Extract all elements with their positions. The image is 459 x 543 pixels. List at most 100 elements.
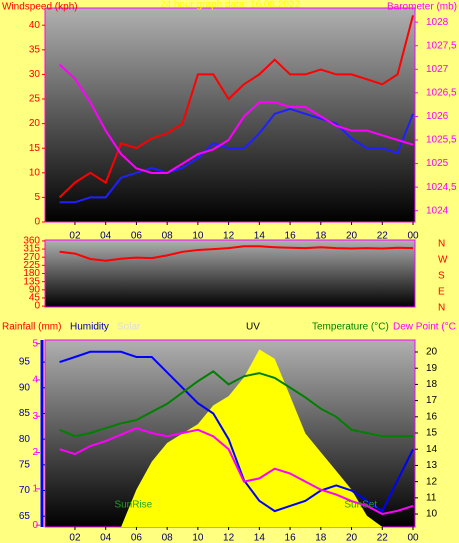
- y2-tick-label: 20: [426, 347, 438, 358]
- x-tick-label: 08: [162, 231, 174, 242]
- y2-tick-label: 13: [426, 460, 438, 471]
- y-tick-label: 70: [19, 485, 31, 496]
- axis-label: Temperature (°C): [312, 322, 389, 333]
- y-tick-label: 315: [23, 244, 40, 255]
- y-tick-label: 40: [29, 20, 41, 31]
- x-tick-label: 04: [100, 231, 112, 242]
- x-tick-label: 18: [315, 533, 327, 543]
- y-tick-label: 25: [29, 94, 41, 105]
- y2-tick-label: 1027,5: [426, 40, 457, 51]
- y-tick-label: 360: [23, 236, 40, 247]
- x-tick-label: 16: [285, 231, 297, 242]
- compass-label: N: [438, 303, 445, 314]
- compass-label: W: [438, 255, 448, 266]
- y2-tick-label: 1028: [426, 17, 449, 28]
- compass-label: E: [438, 287, 445, 298]
- y2-tick-label: 17: [426, 395, 438, 406]
- y-tick-label: 30: [29, 69, 41, 80]
- y-tick-label: 20: [29, 118, 41, 129]
- wind-panel: [44, 7, 416, 223]
- y-tick-label: 90: [19, 382, 31, 393]
- x-tick-label: 00: [407, 533, 419, 543]
- y2-tick-label: 19: [426, 363, 438, 374]
- y-tick-label: 270: [23, 252, 40, 263]
- compass-label: N: [438, 239, 445, 250]
- x-tick-label: 22: [377, 533, 389, 543]
- x-tick-label: 20: [346, 533, 358, 543]
- y2-tick-label: 1027: [426, 64, 449, 75]
- x-tick-label: 14: [254, 231, 266, 242]
- y-tick-label: 180: [23, 268, 40, 279]
- x-tick-label: 00: [407, 231, 419, 242]
- y-tick-label: 90: [29, 284, 41, 295]
- annotation: SunSet: [344, 500, 377, 511]
- axis-label: Solar: [117, 322, 141, 333]
- y-tick-label: 225: [23, 260, 40, 271]
- series-line: [59, 370, 413, 438]
- y-tick-label: 85: [19, 408, 31, 419]
- x-tick-label: 10: [192, 533, 204, 543]
- y-tick-label: 80: [19, 434, 31, 445]
- y-tick-label: 65: [19, 511, 31, 522]
- y2-tick-label: 1024,5: [426, 182, 457, 193]
- y-tick-label: 0: [34, 301, 40, 312]
- direction-panel: [44, 239, 416, 308]
- y-tick-label: 10: [29, 167, 41, 178]
- y2-tick-label: 11: [426, 492, 437, 503]
- y-tick-label: 0: [34, 217, 40, 228]
- rain-tick-label: 4: [32, 375, 38, 386]
- rain-tick-label: 1: [32, 484, 38, 495]
- y2-tick-label: 18: [426, 379, 438, 390]
- x-tick-label: 12: [223, 533, 235, 543]
- y-tick-label: 75: [19, 459, 31, 470]
- x-tick-label: 18: [315, 231, 327, 242]
- x-tick-label: 02: [69, 231, 81, 242]
- y2-tick-label: 1026,5: [426, 87, 457, 98]
- annotation: SunRise: [114, 500, 152, 511]
- x-tick-label: 22: [377, 231, 389, 242]
- x-tick-label: 12: [223, 231, 235, 242]
- rain-tick-label: 2: [32, 447, 38, 458]
- chart-title: 24 hour graph data: 16.08.2022: [160, 0, 301, 11]
- series-line: [59, 245, 414, 262]
- x-tick-label: 14: [254, 533, 266, 543]
- y2-tick-label: 16: [426, 411, 438, 422]
- x-tick-label: 06: [131, 231, 143, 242]
- series-line: [58, 63, 414, 174]
- y-tick-label: 95: [19, 357, 31, 368]
- axis-label: UV: [246, 322, 260, 333]
- solar-area: [59, 349, 414, 527]
- y2-tick-label: 1025: [426, 158, 449, 169]
- rain-tick-label: 5: [32, 338, 38, 349]
- series-line: [59, 350, 414, 513]
- rain-tick-label: 3: [32, 411, 38, 422]
- y-axis-label: Windspeed (kph): [2, 2, 78, 13]
- series-line: [59, 427, 414, 516]
- axis-label: Humidity: [70, 322, 109, 333]
- y-tick-label: 35: [29, 44, 41, 55]
- y2-axis-label: Barometer (mb): [387, 2, 457, 13]
- y2-tick-label: 1024: [426, 205, 449, 216]
- axis-label: Dew Point (°C: [393, 322, 456, 333]
- y-tick-label: 135: [23, 276, 40, 287]
- y-tick-label: 5: [34, 192, 40, 203]
- y2-tick-label: 1025,5: [426, 135, 457, 146]
- x-tick-label: 20: [346, 231, 358, 242]
- rain-tick-label: 0: [32, 520, 38, 531]
- y2-tick-label: 10: [426, 509, 438, 520]
- x-tick-label: 16: [285, 533, 297, 543]
- y2-tick-label: 12: [426, 476, 438, 487]
- x-tick-label: 02: [69, 533, 81, 543]
- y-tick-label: 45: [29, 293, 41, 304]
- y2-tick-label: 1026: [426, 111, 449, 122]
- axis-label: Rainfall (mm): [2, 322, 61, 333]
- y2-tick-label: 15: [426, 428, 438, 439]
- y-tick-label: 15: [29, 143, 41, 154]
- x-tick-label: 06: [131, 533, 143, 543]
- x-tick-label: 04: [100, 533, 112, 543]
- x-tick-label: 08: [162, 533, 174, 543]
- compass-label: S: [438, 271, 445, 282]
- y2-tick-label: 14: [426, 444, 438, 455]
- series-line: [59, 107, 414, 204]
